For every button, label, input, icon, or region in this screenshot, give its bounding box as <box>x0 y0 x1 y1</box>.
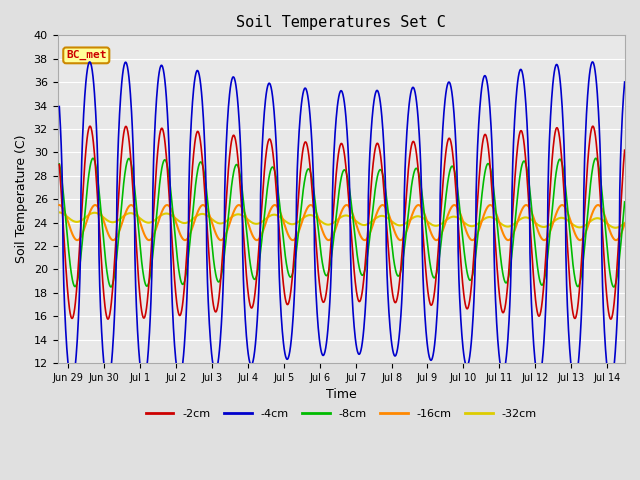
X-axis label: Time: Time <box>326 388 356 401</box>
Title: Soil Temperatures Set C: Soil Temperatures Set C <box>236 15 446 30</box>
Text: BC_met: BC_met <box>66 50 106 60</box>
Y-axis label: Soil Temperature (C): Soil Temperature (C) <box>15 135 28 264</box>
Legend: -2cm, -4cm, -8cm, -16cm, -32cm: -2cm, -4cm, -8cm, -16cm, -32cm <box>141 404 541 423</box>
